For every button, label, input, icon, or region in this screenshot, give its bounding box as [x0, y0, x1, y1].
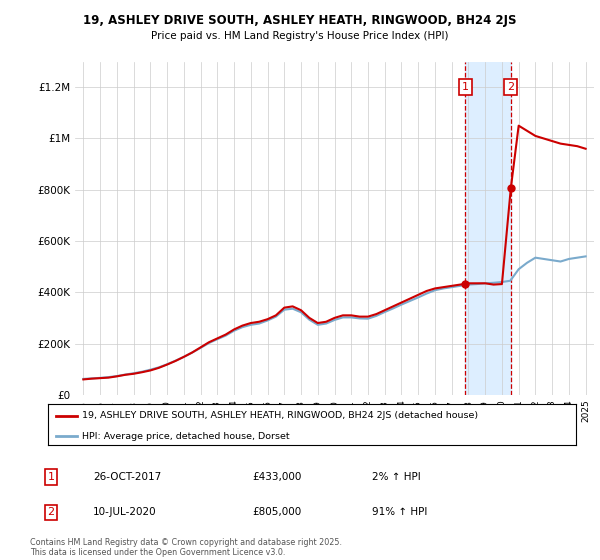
Text: 19, ASHLEY DRIVE SOUTH, ASHLEY HEATH, RINGWOOD, BH24 2JS: 19, ASHLEY DRIVE SOUTH, ASHLEY HEATH, RI… [83, 14, 517, 27]
Text: Price paid vs. HM Land Registry's House Price Index (HPI): Price paid vs. HM Land Registry's House … [151, 31, 449, 41]
Text: 2: 2 [47, 507, 55, 517]
Text: £433,000: £433,000 [252, 472, 301, 482]
Text: 26-OCT-2017: 26-OCT-2017 [93, 472, 161, 482]
Bar [466, 62, 511, 395]
Text: 1: 1 [462, 82, 469, 92]
Text: £805,000: £805,000 [252, 507, 301, 517]
Text: HPI: Average price, detached house, Dorset: HPI: Average price, detached house, Dors… [82, 432, 290, 441]
Text: 2% ↑ HPI: 2% ↑ HPI [372, 472, 421, 482]
Text: 2: 2 [507, 82, 514, 92]
Text: Contains HM Land Registry data © Crown copyright and database right 2025.
This d: Contains HM Land Registry data © Crown c… [30, 538, 342, 557]
Text: 1: 1 [47, 472, 55, 482]
Text: 10-JUL-2020: 10-JUL-2020 [93, 507, 157, 517]
Text: 19, ASHLEY DRIVE SOUTH, ASHLEY HEATH, RINGWOOD, BH24 2JS (detached house): 19, ASHLEY DRIVE SOUTH, ASHLEY HEATH, RI… [82, 411, 478, 420]
Text: 91% ↑ HPI: 91% ↑ HPI [372, 507, 427, 517]
